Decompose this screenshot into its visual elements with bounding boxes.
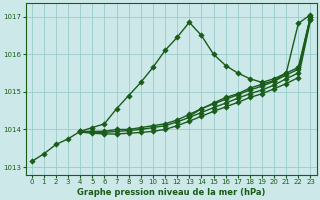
X-axis label: Graphe pression niveau de la mer (hPa): Graphe pression niveau de la mer (hPa) xyxy=(77,188,265,197)
